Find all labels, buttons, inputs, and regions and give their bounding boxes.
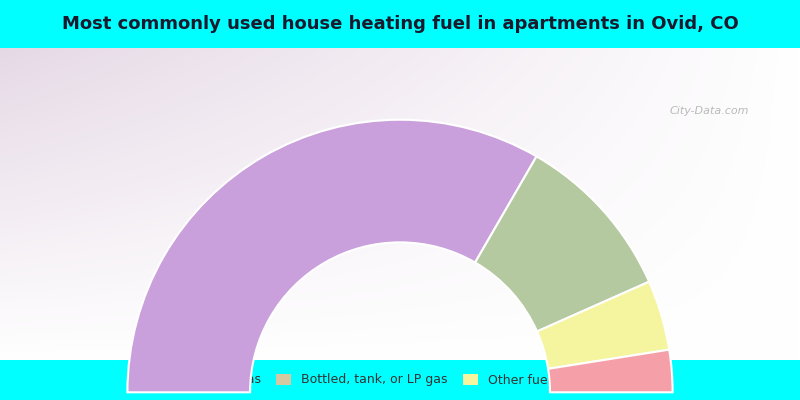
Wedge shape [475, 156, 649, 332]
Text: Most commonly used house heating fuel in apartments in Ovid, CO: Most commonly used house heating fuel in… [62, 15, 738, 33]
Legend: Utility gas, Bottled, tank, or LP gas, Other fuel, Other: Utility gas, Bottled, tank, or LP gas, O… [174, 374, 626, 386]
Wedge shape [537, 282, 670, 369]
Text: City-Data.com: City-Data.com [670, 106, 749, 116]
Wedge shape [127, 120, 537, 392]
Wedge shape [548, 350, 673, 392]
